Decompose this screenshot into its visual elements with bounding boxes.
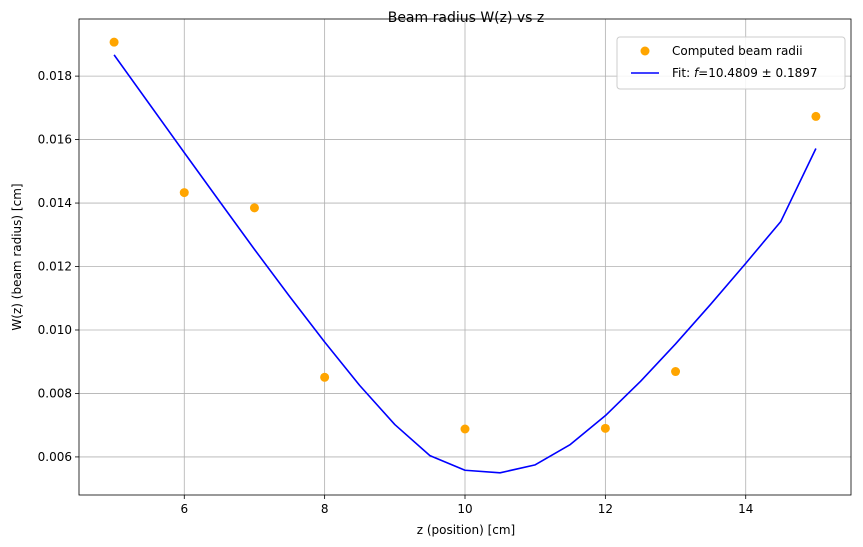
y-tick-label: 0.018 (38, 69, 72, 83)
y-tick-label: 0.016 (38, 133, 72, 147)
legend-box (616, 36, 846, 90)
x-tick-label: 8 (321, 502, 329, 516)
x-tick-label: 12 (598, 502, 613, 516)
x-tick-label: 14 (738, 502, 753, 516)
data-point (811, 111, 821, 121)
data-point (600, 423, 610, 433)
x-axis-label: z (position) [cm] (417, 523, 515, 537)
y-tick-label: 0.006 (38, 450, 72, 464)
fit-curve (113, 54, 817, 474)
data-point (671, 367, 681, 377)
y-tick-label: 0.010 (38, 323, 72, 337)
y-tick-label: 0.012 (38, 260, 72, 274)
plot-frame (78, 18, 852, 496)
data-point (249, 203, 259, 213)
x-tick-label: 10 (457, 502, 472, 516)
y-axis-label: W(z) (beam radius) [cm] (10, 183, 24, 330)
legend-label-scatter: Computed beam radii (672, 44, 803, 58)
y-tick-label: 0.014 (38, 196, 72, 210)
data-point (320, 372, 330, 382)
chart-title: Beam radius W(z) vs z (388, 10, 545, 26)
legend-label-fit: Fit: f=10.4809 ± 0.1897 (672, 66, 818, 80)
data-point (109, 37, 119, 47)
axis-ticks: 6 8 10 12 14 0.006 0.008 0.010 0.012 0.014 0.016 0.… (38, 69, 754, 516)
x-tick-label: 6 (180, 502, 188, 516)
data-point (179, 188, 189, 198)
legend: Computed beam radii Fit: f=10.4809 ± 0.1… (616, 36, 846, 90)
legend-marker-scatter (640, 46, 650, 56)
grid-lines (79, 19, 851, 495)
plot-series (109, 37, 821, 474)
y-tick-label: 0.008 (38, 386, 72, 400)
data-point (460, 424, 470, 434)
